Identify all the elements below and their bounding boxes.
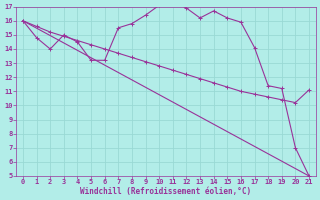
X-axis label: Windchill (Refroidissement éolien,°C): Windchill (Refroidissement éolien,°C)	[80, 187, 252, 196]
